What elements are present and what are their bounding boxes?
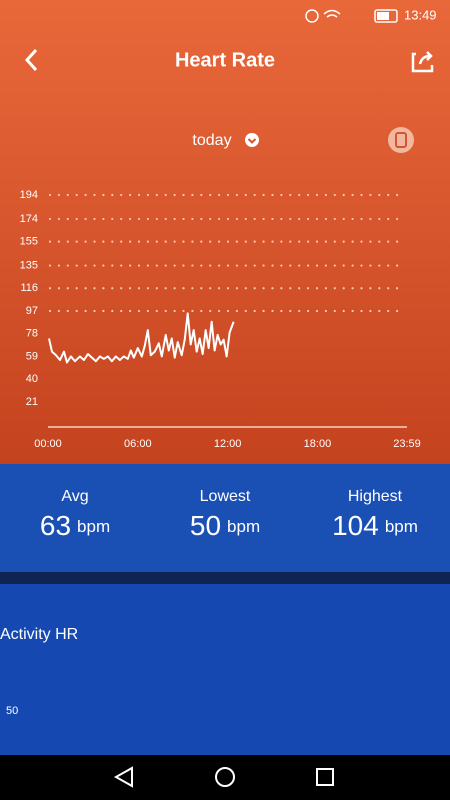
header-background xyxy=(0,0,450,464)
stat-value: 63 xyxy=(40,510,71,541)
y-tick-label: 116 xyxy=(20,282,38,294)
x-tick-label: 23:59 xyxy=(393,438,421,450)
y-tick-label: 21 xyxy=(26,396,38,408)
period-dropdown[interactable] xyxy=(245,133,259,147)
activity-title: Activity HR xyxy=(0,626,78,643)
stat: 104 bpm xyxy=(332,510,418,541)
x-tick-label: 00:00 xyxy=(34,438,62,450)
nav-recent[interactable] xyxy=(316,768,334,786)
alarm-icon xyxy=(305,9,319,23)
activity-panel xyxy=(0,584,450,755)
activity-axis-label: 50 xyxy=(6,705,18,717)
divider xyxy=(0,572,450,584)
y-tick-label: 135 xyxy=(20,259,38,271)
page-title: Heart Rate xyxy=(175,49,275,71)
nav-bar xyxy=(0,755,450,800)
y-tick-label: 40 xyxy=(26,373,38,385)
nav-home[interactable] xyxy=(215,767,235,787)
stat-unit: bpm xyxy=(385,517,418,536)
battery-icon xyxy=(374,9,398,23)
y-tick-label: 194 xyxy=(20,189,38,201)
stat: 63 bpm xyxy=(40,510,110,541)
y-tick-label: 155 xyxy=(20,236,38,248)
y-tick-label: 78 xyxy=(26,328,38,340)
stat-label: Highest xyxy=(348,488,403,505)
stat-unit: bpm xyxy=(227,517,260,536)
back-button[interactable] xyxy=(24,48,38,72)
stat-label: Avg xyxy=(61,488,88,505)
y-tick-label: 59 xyxy=(26,350,38,362)
x-tick-label: 18:00 xyxy=(304,438,332,450)
period-selector[interactable]: today xyxy=(192,132,231,149)
stat-value: 104 xyxy=(332,510,379,541)
stat: 50 bpm xyxy=(190,510,260,541)
nav-back[interactable] xyxy=(113,766,133,788)
dropdown-chevron xyxy=(247,138,257,144)
stat-value: 50 xyxy=(190,510,221,541)
heart-rate-chart: 21 40 59 78 97 116 135 155 174 194 00:00 06:00 12:00… xyxy=(20,189,421,450)
status-time: 13:49 xyxy=(404,7,437,22)
x-tick-label: 06:00 xyxy=(124,438,152,450)
watch-icon xyxy=(395,132,407,148)
battery-level xyxy=(377,12,389,20)
wifi-icon xyxy=(323,9,341,18)
stat-label: Lowest xyxy=(200,488,251,505)
y-tick-label: 174 xyxy=(20,213,38,225)
share-button[interactable] xyxy=(411,51,434,73)
stat-unit: bpm xyxy=(77,517,110,536)
stats: Avg 63 bpm Lowest 50 bpm Highest 104 bpm xyxy=(40,488,418,541)
stats-panel xyxy=(0,464,450,572)
y-tick-label: 97 xyxy=(26,305,38,317)
device-button[interactable] xyxy=(388,127,414,153)
heart-rate-line xyxy=(48,312,235,364)
x-tick-label: 12:00 xyxy=(214,438,242,450)
